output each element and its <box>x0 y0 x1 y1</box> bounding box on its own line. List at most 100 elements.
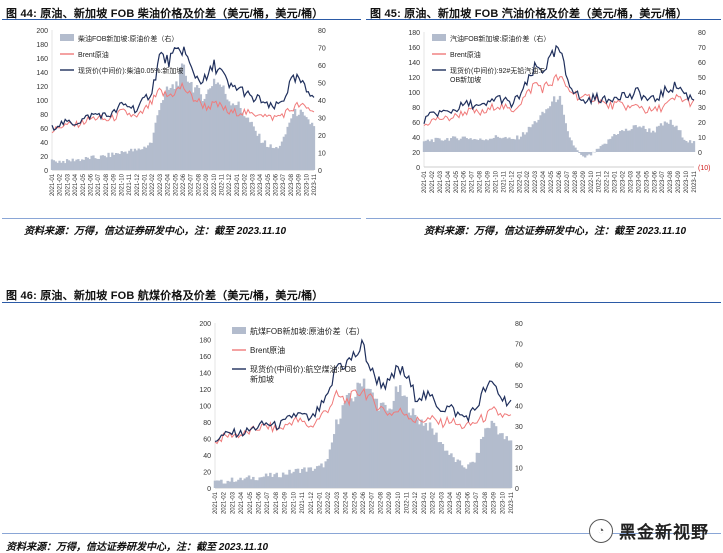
jet-spread-bar <box>509 440 513 488</box>
gasoline-spread-bar <box>438 138 441 152</box>
gasoline-x-tick: 2022-04 <box>541 170 547 193</box>
jet-x-tick: 2022-11 <box>405 491 411 513</box>
jet-x-tick: 2021-03 <box>230 491 236 514</box>
jet-spread-bar <box>279 477 283 488</box>
gasoline-x-tick: 2022-12 <box>605 170 611 193</box>
figure-46-label: 图 46: <box>6 290 37 302</box>
gasoline-spread-bar <box>504 136 507 152</box>
gasoline-spread-bar <box>494 135 498 152</box>
jet-x-tick: 2021-08 <box>274 491 280 514</box>
jet-x-tick: 2021-12 <box>309 491 315 514</box>
gasoline-left-tick: 40 <box>412 135 420 142</box>
diesel-spread-bar <box>180 63 184 171</box>
gasoline-spread-bar <box>634 125 637 152</box>
jet-spread-bar <box>488 428 491 488</box>
jet-x-tick: 2023-02 <box>431 491 437 514</box>
diesel-legend-label: Brent原油 <box>78 50 109 59</box>
gasoline-spread-bar <box>640 127 643 152</box>
gasoline-legend-label: 现货价(中间价):92#无铅汽油:F OB新加坡 <box>450 66 545 84</box>
figure-44-source: 资料来源：万得，信达证券研发中心，注：截至 2023.11.10 <box>24 226 287 237</box>
jet-spread-bar <box>458 460 462 488</box>
diesel-spread-bar <box>216 82 220 170</box>
gasoline-left-tick: 20 <box>412 150 420 157</box>
gasoline-spread-bar <box>685 141 688 152</box>
diesel-spread-bar <box>124 151 127 170</box>
jet-spread-bar <box>499 433 502 488</box>
diesel-spread-bar <box>295 116 299 170</box>
gasoline-x-tick: 2021-03 <box>438 170 444 193</box>
gasoline-spread-bar <box>584 152 587 158</box>
diesel-legend-swatch <box>60 34 74 41</box>
jet-spread-bar <box>430 428 434 488</box>
jet-right-tick: 70 <box>515 342 523 349</box>
jet-spread-bar <box>281 472 285 488</box>
diesel-x-tick: 2021-08 <box>104 173 110 196</box>
diesel-x-tick: 2022-07 <box>189 173 195 196</box>
gasoline-x-tick: 2021-04 <box>446 170 452 193</box>
watermark: ◔ 黑金新视野 <box>589 518 709 543</box>
diesel-spread-bar <box>118 154 121 170</box>
gasoline-spread-bar <box>653 132 657 152</box>
jet-spread-bar <box>450 453 453 488</box>
figure-46-bottom-rule <box>2 533 721 534</box>
gasoline-spread-bar <box>430 139 433 152</box>
gasoline-spread-bar <box>667 123 670 152</box>
jet-spread-bar <box>375 398 379 488</box>
jet-spread-bar <box>260 477 264 488</box>
gasoline-spread-bar <box>453 136 457 152</box>
jet-spread-bar <box>439 442 442 488</box>
gasoline-spread-bar <box>518 139 521 152</box>
jet-spread-bar <box>473 462 477 488</box>
gasoline-spread-bar <box>632 125 635 152</box>
diesel-spread-bar <box>224 93 227 170</box>
gasoline-right-tick: 10 <box>698 135 706 142</box>
diesel-spread-bar <box>105 157 108 170</box>
diesel-x-tick: 2023-09 <box>297 173 303 196</box>
diesel-spread-bar <box>81 159 84 170</box>
gasoline-spread-bar <box>465 138 468 152</box>
jet-spread-bar <box>243 478 247 488</box>
jet-spread-bar <box>326 458 330 488</box>
jet-spread-bar <box>266 476 270 488</box>
jet-spread-bar <box>345 394 349 488</box>
jet-spread-bar <box>486 427 489 488</box>
gasoline-spread-bar <box>523 134 527 152</box>
jet-right-tick: 20 <box>515 445 523 452</box>
jet-spread-bar <box>347 393 351 488</box>
gasoline-spread-bar <box>446 138 449 152</box>
jet-x-tick: 2021-11 <box>300 491 306 513</box>
jet-x-tick: 2021-06 <box>257 491 263 514</box>
gasoline-spread-bar <box>527 126 531 152</box>
jet-x-tick: 2021-02 <box>222 491 228 514</box>
diesel-left-tick: 80 <box>40 112 48 119</box>
diesel-spread-bar <box>220 86 223 170</box>
jet-spread-bar <box>290 473 293 488</box>
gasoline-spread-bar <box>533 121 536 152</box>
jet-spread-bar <box>218 480 221 488</box>
diesel-spread-bar <box>190 81 193 170</box>
gasoline-spread-bar <box>479 138 482 152</box>
diesel-spread-bar <box>275 146 278 170</box>
diesel-x-tick: 2022-05 <box>173 173 179 196</box>
jet-left-tick: 80 <box>203 420 211 427</box>
gasoline-spread-bar <box>498 137 501 152</box>
gasoline-legend-label: 汽油FOB新加坡:原油价差（右） <box>450 34 550 43</box>
diesel-right-tick: 70 <box>318 46 326 53</box>
gasoline-x-tick: 2023-04 <box>636 170 642 193</box>
jet-spread-bar <box>379 402 383 488</box>
diesel-spread-bar <box>231 103 235 170</box>
diesel-spread-bar <box>222 85 225 170</box>
gasoline-left-tick: 60 <box>412 120 420 127</box>
diesel-spread-bar <box>139 149 142 170</box>
diesel-spread-bar <box>307 119 310 170</box>
diesel-spread-bar <box>90 155 93 170</box>
diesel-spread-bar <box>194 87 197 170</box>
jet-spread-bar <box>222 483 225 488</box>
gasoline-x-tick: 2021-10 <box>493 170 499 193</box>
gasoline-spread-bar <box>580 152 583 155</box>
gasoline-spread-bar <box>677 130 680 152</box>
diesel-spread-bar <box>305 117 308 170</box>
jet-x-tick: 2023-04 <box>448 491 454 514</box>
